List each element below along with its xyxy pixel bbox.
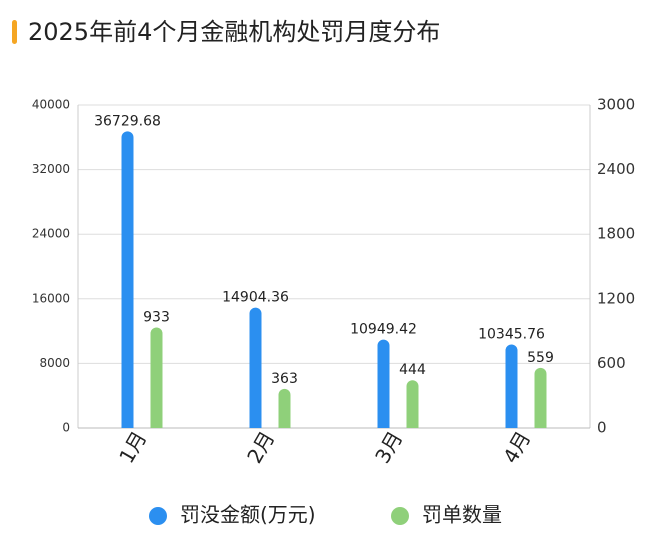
x-tick-label: 3月	[370, 427, 407, 467]
value-label: 363	[271, 371, 298, 387]
value-label: 559	[527, 350, 554, 366]
value-label: 36729.68	[94, 113, 161, 129]
x-tick-label: 4月	[498, 427, 535, 467]
value-label: 933	[143, 310, 170, 326]
value-label: 10345.76	[478, 326, 545, 342]
x-tick-label: 1月	[114, 427, 151, 467]
title-marker	[12, 20, 17, 44]
bar	[406, 380, 419, 428]
value-label: 14904.36	[222, 290, 289, 306]
legend-label: 罚单数量	[422, 503, 502, 527]
y2-tick-label: 3000	[597, 96, 635, 114]
chart-title: 2025年前4个月金融机构处罚月度分布	[28, 18, 440, 46]
y-tick-label: 0	[62, 421, 70, 435]
value-label: 10949.42	[350, 322, 417, 338]
y2-tick-label: 2400	[597, 160, 635, 178]
x-tick-label: 2月	[242, 427, 279, 467]
legend-label: 罚没金额(万元)	[180, 503, 316, 527]
bar	[505, 344, 518, 428]
y-tick-label: 40000	[32, 98, 70, 112]
bar	[150, 327, 163, 428]
bar	[121, 131, 134, 428]
value-label: 444	[399, 362, 426, 378]
y-tick-label: 8000	[39, 356, 70, 370]
y2-tick-label: 0	[597, 419, 607, 437]
bar	[249, 307, 262, 428]
y-tick-label: 24000	[32, 227, 70, 241]
y2-tick-label: 600	[597, 354, 626, 372]
y-tick-label: 16000	[32, 291, 70, 305]
legend-marker	[149, 507, 167, 525]
legend-marker	[391, 507, 409, 525]
y2-tick-label: 1800	[597, 225, 635, 243]
bar	[278, 388, 291, 428]
y-tick-label: 32000	[32, 162, 70, 176]
bar	[377, 339, 390, 428]
bar	[534, 367, 547, 428]
y2-tick-label: 1200	[597, 289, 635, 307]
